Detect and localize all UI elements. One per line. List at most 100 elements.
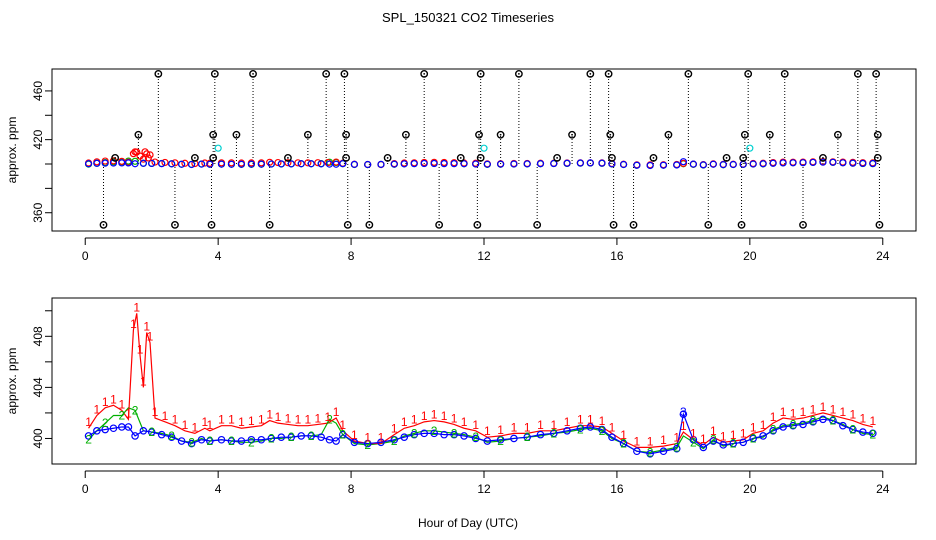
series-1-label: 1 [599,414,606,428]
series-1-label: 1 [850,408,857,422]
series-1-label: 1 [609,420,616,434]
outlier-point-center [612,224,615,226]
series-1-label: 1 [182,418,189,432]
series-3-point [619,439,628,448]
top-panel-frame [51,68,917,232]
series-3-point [460,160,468,168]
series-1-label: 1 [441,409,448,423]
series-3-point [131,432,139,440]
series-1-label: 1 [228,413,235,427]
outlier-point [496,130,505,139]
series-3-point [699,443,708,452]
outlier-point [476,69,485,78]
series-3-point [118,159,126,167]
series-3-point [598,159,606,167]
series-1-label: 1 [820,400,827,414]
series-1-label: 1 [143,319,150,333]
series-3-point [157,430,166,439]
outlier-point [209,130,218,139]
outlier-point-center [609,133,612,136]
series-3-point [339,160,347,168]
outlier-point-center [536,224,539,226]
series-3-point [410,160,418,168]
series-3-point [350,160,358,168]
series-1-label: 1 [85,415,92,429]
series-3-point [576,424,585,433]
series-1-label: 1 [162,409,169,423]
series-1-label: 1 [248,414,255,428]
outlier-point [171,221,179,229]
series-2-label: 2 [431,424,438,438]
bottom-y-tick-label: 400 [31,428,45,448]
outlier-point [342,130,350,139]
series-3-point [139,426,148,435]
outlier-point-center [632,224,635,226]
outlier-point-center [589,72,592,75]
series-1-point [101,157,109,165]
outlier-point-center [212,157,215,159]
series-3-point [769,159,777,167]
outlier-point-center [438,224,441,226]
outlier-point-center [212,133,215,136]
series-1-label: 1 [780,405,787,419]
series-3-point [267,434,276,443]
outlier-point-center [157,72,160,75]
series-1-label: 1 [451,411,458,425]
outlier-point-center [268,224,271,226]
series-1-label: 1 [859,411,866,425]
outlier-point-center [114,157,117,159]
series-2-label: 2 [647,446,654,460]
outlier-point [322,69,331,78]
series-3-point [586,423,595,431]
series-3-point [779,159,787,167]
series-3-point [84,160,93,168]
series-3-point [430,159,438,168]
outlier-point [420,69,429,78]
series-3-point [809,158,817,167]
series-3-point [257,435,266,444]
series-1-line [88,313,873,448]
series-3-point [839,159,847,167]
series-3-point [332,160,340,168]
outlier-point-center [875,72,878,75]
series-3-point [317,160,325,168]
outlier-point [834,130,842,139]
series-3-point [450,160,458,168]
outlier-point [799,221,807,229]
series-3-point [646,161,654,170]
series-3-point [598,425,606,434]
series-3-point [586,159,594,167]
series-4-point [480,144,488,152]
series-1-label: 1 [564,415,571,429]
outlier-point-center [667,133,670,136]
outlier-point-center [571,133,573,136]
top-x-tick-label: 4 [215,249,222,263]
series-3-point [297,160,305,168]
chart-title: SPL_150321 CO2 Timeseries [382,10,554,25]
outlier-point-center [479,157,482,159]
series-1-label: 1 [172,413,179,427]
series-1-label: 1 [364,431,371,445]
series-3-point [460,432,468,440]
outlier-point [533,221,542,229]
top-y-tick-label: 360 [31,202,45,222]
series-3-point [689,435,698,444]
series-3-point [868,429,877,438]
series-3-point [307,160,315,168]
series-1-label: 1 [137,342,144,356]
outlier-point-center [345,157,347,159]
outlier-point [604,69,613,78]
x-axis-title: Hour of Day (UTC) [418,516,518,530]
series-3-point [689,160,697,168]
series-1-label: 1 [378,431,385,445]
outlier-point [99,221,108,229]
series-1-label: 1 [258,413,265,427]
outlier-point-center [802,224,804,226]
series-4-point [746,144,754,152]
series-2-label: 2 [690,435,697,449]
series-2-label: 2 [850,423,857,437]
outlier-point [553,154,562,162]
series-3-point [673,161,681,169]
outlier-point [303,130,312,139]
series-3-point [679,410,688,419]
